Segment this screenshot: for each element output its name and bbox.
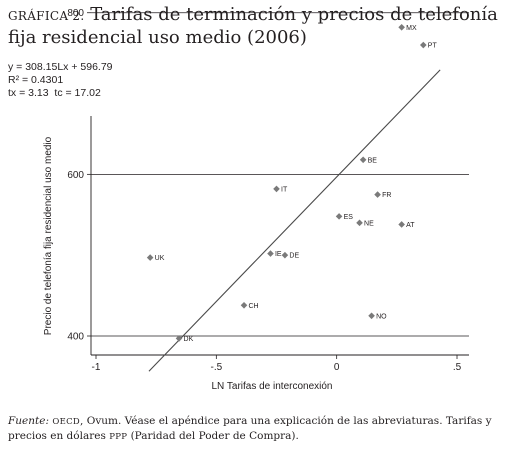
footnote-ppp: PPP (109, 432, 128, 442)
data-point-ne (356, 219, 363, 227)
x-tick-label: -.5 (210, 362, 222, 373)
point-label-it: IT (281, 186, 288, 193)
regression-equation: y = 308.15Lx + 596.79 (8, 61, 113, 73)
y-axis-label: Precio de telefonía fija residencial uso… (43, 136, 54, 335)
t-statistics: tx = 3.13 tc = 17.02 (8, 87, 101, 99)
footnote-source: OECD (52, 417, 81, 427)
data-point-ie (267, 250, 274, 257)
x-axis-label: LN Tarifas de interconexión (212, 381, 333, 392)
data-point-uk (146, 254, 154, 261)
point-label-de: DE (289, 253, 299, 260)
point-label-pt: PT (428, 43, 438, 50)
data-point-mx (398, 23, 405, 31)
data-point-no (368, 312, 375, 320)
data-point-dk (175, 335, 183, 342)
point-label-es: ES (344, 214, 354, 221)
y-tick-label: 600 (67, 170, 84, 181)
data-point-de (281, 251, 289, 259)
figure-label: GRÁFICA 2. (8, 9, 85, 23)
point-label-dk: DK (184, 336, 194, 343)
point-label-ne: NE (364, 220, 374, 227)
point-label-at: AT (406, 222, 415, 229)
footnote-lead: Fuente: (8, 415, 49, 427)
point-label-ie: IE (275, 251, 282, 258)
figure-title: Tarifas de terminación y precios de tele… (8, 4, 498, 48)
data-point-fr (374, 191, 381, 198)
data-point-ch (240, 301, 248, 309)
data-point-at (398, 221, 405, 228)
data-point-it (273, 185, 280, 193)
y-tick-label: 400 (67, 332, 84, 343)
point-label-be: BE (368, 157, 378, 164)
chart-title: GRÁFICA 2. Tarifas de terminación y prec… (8, 4, 523, 49)
data-point-es (335, 213, 343, 220)
x-tick-label: -1 (92, 362, 101, 373)
axes: 4006008001 0001 200-1-.50.5 (67, 8, 469, 373)
regression-stats: y = 308.15Lx + 596.79 R² = 0.4301 tx = 3… (8, 61, 113, 100)
footnote: Fuente: OECD, Ovum. Véase el apéndice pa… (8, 414, 523, 444)
x-tick-label: 0 (334, 362, 340, 373)
x-tick-label: .5 (453, 362, 462, 373)
point-label-ch: CH (249, 303, 259, 310)
footnote-text-1: , Ovum. Véase el apéndice para una expli… (8, 415, 492, 442)
point-label-uk: UK (155, 255, 165, 262)
r-squared: R² = 0.4301 (8, 74, 64, 86)
footnote-text-2: (Paridad del Poder de Compra). (127, 430, 299, 442)
point-label-mx: MX (406, 25, 417, 32)
fit-line-group (148, 69, 441, 372)
point-label-fr: FR (382, 192, 391, 199)
y-tick-label: 800 (67, 8, 84, 19)
fit-line (148, 69, 441, 372)
data-point-be (359, 156, 367, 164)
data-point-pt (420, 41, 427, 49)
point-label-no: NO (376, 313, 387, 320)
data-points: PLMXPTBEITFRESNEATUKIEDECHNODK (146, 23, 438, 343)
gridlines (91, 12, 469, 337)
